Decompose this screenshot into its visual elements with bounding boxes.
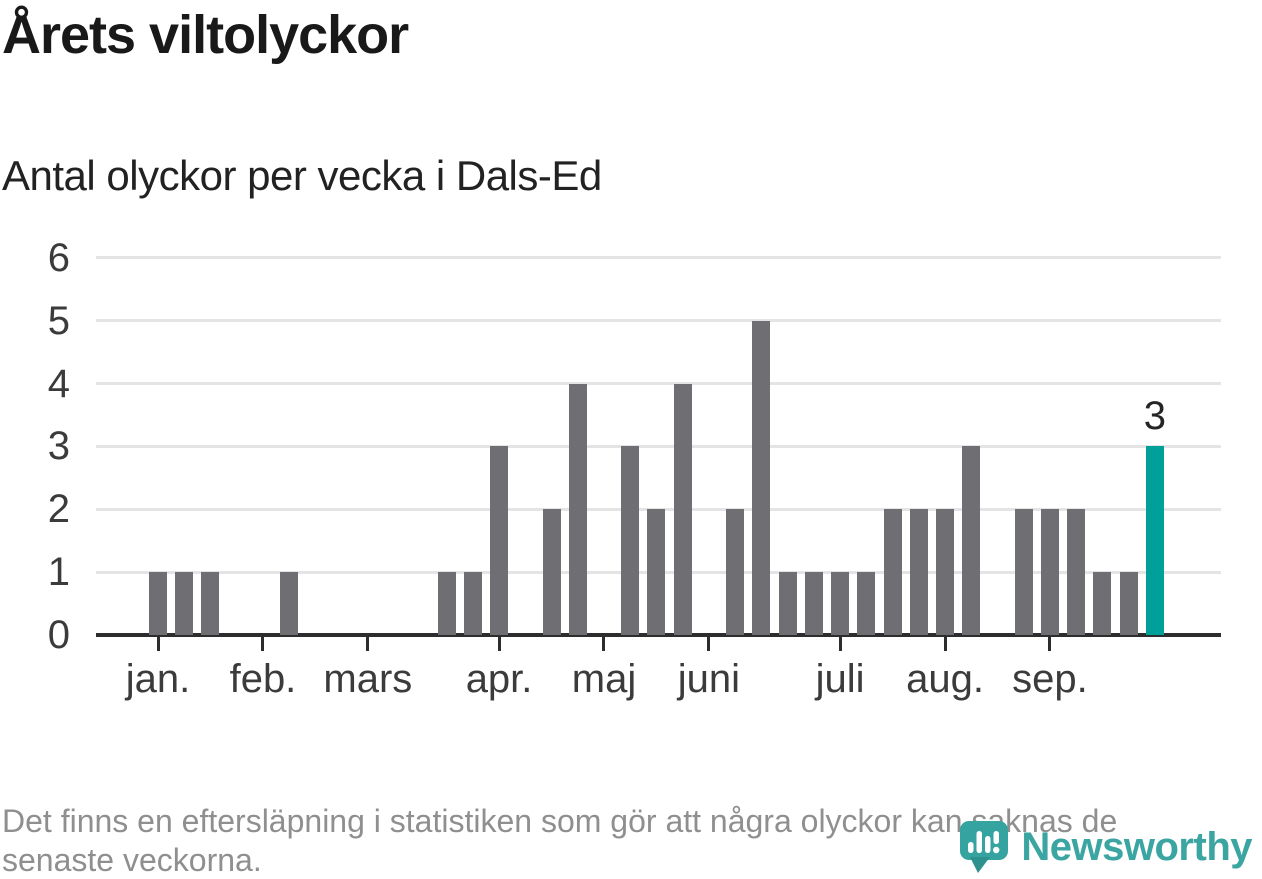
bar [1093,572,1112,635]
bar [1067,509,1086,635]
bar [542,509,561,635]
axis-tick [707,637,711,651]
bar-chart: 0 1 2 3 4 5 6 jan. feb. mars apr. maj juni juli aug. se… [47,235,1221,701]
month-label: sep. [1012,657,1088,701]
newsworthy-logo: Newsworthy [957,819,1252,875]
bar [1014,509,1033,635]
footnote-line-2: senaste veckorna. [2,842,262,878]
y-axis-label: 4 [47,361,70,406]
month-label: mars [323,657,413,701]
month-label: maj [571,657,637,701]
bar [647,509,666,635]
highlighted-bar [1145,446,1164,635]
month-label: feb. [229,657,297,701]
axis-tick [366,637,370,651]
bar [280,572,299,635]
bar [726,509,745,635]
y-axis-label: 2 [47,487,70,532]
bar [437,572,456,635]
month-label: juli [815,657,865,701]
month-label: jan. [125,657,191,701]
bar [831,572,850,635]
y-axis-label: 3 [47,424,70,469]
axis-tick [943,637,947,651]
bar [804,572,823,635]
bar [909,509,928,635]
y-axis-label: 6 [47,235,70,280]
y-axis-label: 5 [47,298,70,343]
bar [857,572,876,635]
newsworthy-logo-icon [960,821,1009,873]
axis-tick [497,637,501,651]
axis-tick [261,637,265,651]
bar [201,572,220,635]
bar [149,572,167,635]
bar [673,383,692,635]
bar [463,572,482,635]
axis-tick [1048,637,1052,651]
bar [962,446,981,635]
y-axis-label: 1 [47,550,70,595]
gridline [96,444,1221,448]
bar [752,320,771,635]
newsworthy-logo-text: Newsworthy [1021,824,1252,869]
gridline [96,256,1221,260]
bar [1040,509,1059,635]
month-label: aug. [906,657,984,701]
bar [778,572,797,635]
bar-value-label: 3 [1143,394,1167,439]
axis-tick [602,637,606,651]
chart-subtitle: Antal olyckor per vecka i Dals-Ed [2,152,602,199]
footnote-line-1: Det finns en eftersläpning i statistiken… [2,803,1118,839]
bar [1119,572,1138,635]
bar [883,509,902,635]
bar [936,509,955,635]
month-label: apr. [465,657,533,701]
y-axis-label: 0 [47,613,70,657]
chart-footnote: Det finns en eftersläpning i statistiken… [2,802,1252,879]
bar [490,446,509,635]
gridline [96,319,1221,323]
bar [568,383,587,635]
axis-tick [156,637,160,651]
axis-tick [838,637,842,651]
bar [621,446,640,635]
page-title: Årets viltolyckor [2,5,409,65]
gridline [96,382,1221,386]
month-label: juni [677,657,741,701]
bar [175,572,194,635]
axis-baseline [96,633,1221,637]
